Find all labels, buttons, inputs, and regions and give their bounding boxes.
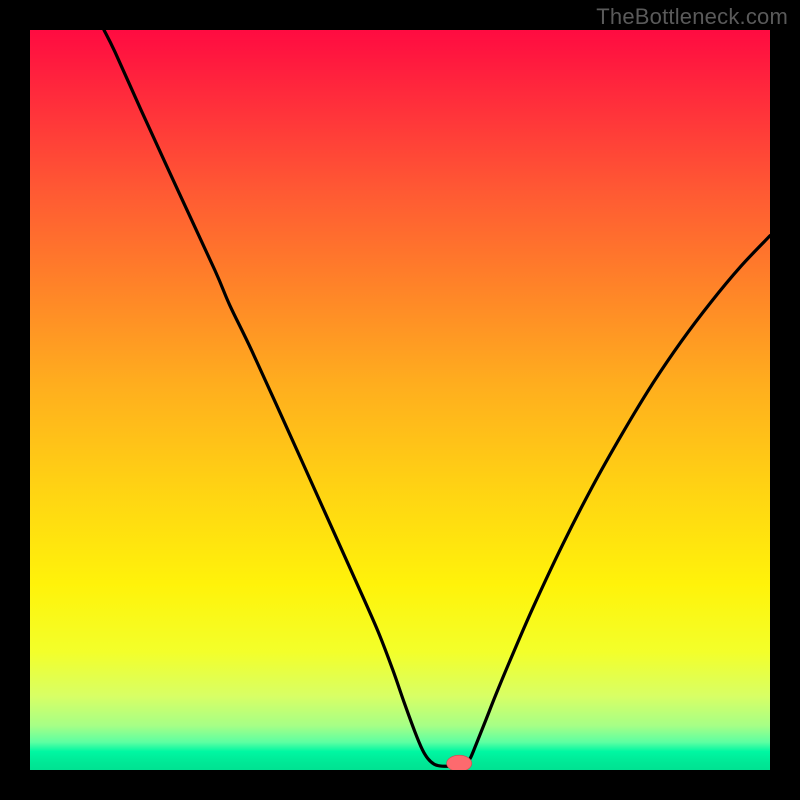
chart-svg [30, 30, 770, 770]
gradient-background [30, 30, 770, 770]
watermark-text: TheBottleneck.com [596, 4, 788, 30]
plot-area [30, 30, 770, 770]
chart-frame: TheBottleneck.com [0, 0, 800, 800]
optimal-marker [447, 755, 472, 770]
